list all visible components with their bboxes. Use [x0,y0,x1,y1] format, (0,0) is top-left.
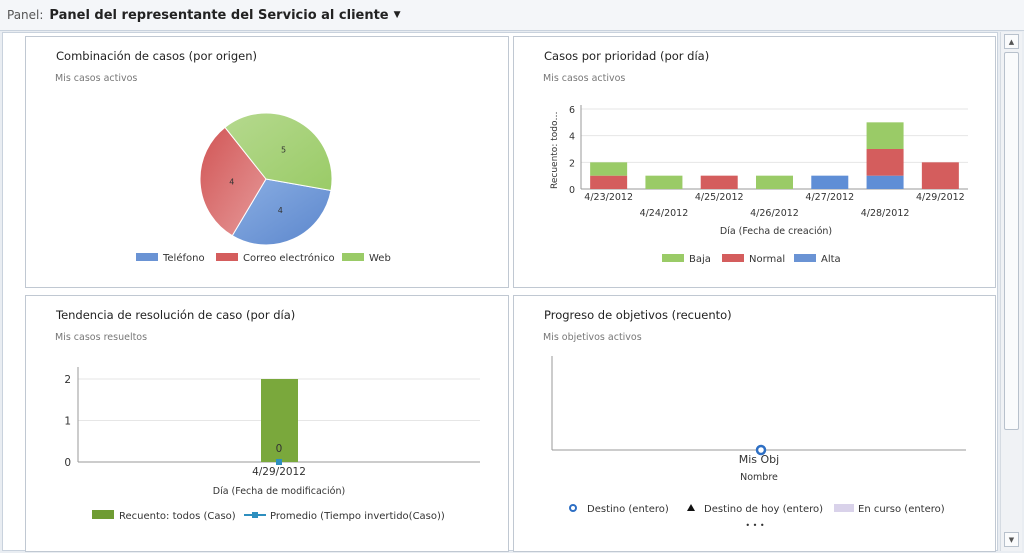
y-tick-label: 0 [64,457,71,469]
x-axis-label: Día (Fecha de modificación) [213,486,345,497]
x-tick-label: 4/29/2012 [252,466,306,478]
panel-title: Combinación de casos (por origen) [56,49,257,63]
legend-swatch-baja [662,254,684,262]
panel-cases-priority: Casos por prioridad (por día) Mis casos … [513,36,996,288]
legend-label-phone: Teléfono [162,252,205,264]
legend-label-email: Correo electrónico [243,252,335,264]
legend-label-average: Promedio (Tiempo invertido(Caso)) [270,511,445,522]
pie-slice-web[interactable] [224,112,333,192]
chevron-down-icon[interactable]: ▼ [393,10,401,20]
legend-more-indicator[interactable]: • • • [745,521,764,530]
panel-subtitle: Mis casos activos [55,73,138,84]
pie-data-label: 4 [278,206,283,215]
dashboard-selector[interactable]: Panel del representante del Servicio al … [49,7,389,23]
priority-legend: Baja Normal Alta [662,254,841,265]
resolution-chart: 0 1 2 0 4/29/2012 Día (Fecha de modificació… [64,367,480,522]
average-data-label: 0 [276,443,283,455]
panel-title: Progreso de objetivos (recuento) [544,308,732,322]
panel-goal-progress: Progreso de objetivos (recuento) Mis obj… [513,295,996,552]
pie-data-label: 5 [281,146,286,155]
legend-label-count: Recuento: todos (Caso) [119,511,236,522]
x-tick-label: 4/28/2012 [861,208,910,219]
x-tick-label: 4/25/2012 [695,192,744,203]
goal-chart: Mis Obj Nombre Destino (entero) Destino … [551,356,966,530]
dashboard-content: Combinación de casos (por origen) Mis ca… [2,32,998,552]
legend-label-today: Destino de hoy (entero) [704,504,823,515]
bar-segment-baja[interactable] [590,162,628,176]
legend-label-normal: Normal [749,254,785,265]
average-marker[interactable] [276,459,282,465]
legend-swatch-web [342,253,364,261]
panel-subtitle: Mis objetivos activos [543,332,642,343]
legend-swatch-progress [834,504,854,512]
bar-count[interactable] [261,379,298,462]
y-tick-label: 4 [569,132,575,143]
panel-subtitle: Mis casos activos [543,73,626,84]
x-tick-label: 4/26/2012 [750,208,799,219]
bar-segment-baja[interactable] [756,175,793,189]
legend-swatch-normal [722,254,744,262]
panel-case-origin: Combinación de casos (por origen) Mis ca… [25,36,509,288]
bar-segment-normal[interactable] [921,162,959,189]
x-tick-label: 4/24/2012 [640,208,689,219]
panel-resolution-trend: Tendencia de resolución de caso (por día… [25,295,509,552]
legend-label-baja: Baja [689,254,711,265]
pie-data-label: 4 [229,177,234,186]
vertical-scrollbar[interactable]: ▲ ▼ [1000,32,1022,551]
dashboard-header: Panel: Panel del representante del Servi… [0,0,1024,31]
bar-segment-alta[interactable] [811,175,849,189]
x-tick-label: 4/23/2012 [584,192,633,203]
goal-legend: Destino (entero) Destino de hoy (entero)… [569,504,945,530]
bar-segment-normal[interactable] [590,175,628,189]
pie-slice-phone[interactable] [231,178,332,246]
priority-bar-chart: Recuento: todo… 0 2 4 6 4/23/2012 4/24/2012 4… [550,105,968,265]
scroll-up-button[interactable]: ▲ [1004,34,1019,49]
legend-marker-target [569,504,577,512]
bar-segment-normal[interactable] [700,175,738,189]
bar-segment-normal[interactable] [866,149,904,176]
pie-chart: 4 4 5 Teléfono Correo electrónico Web [136,112,391,264]
legend-label-target: Destino (entero) [587,504,669,515]
x-axis-label: Día (Fecha de creación) [720,226,832,237]
y-tick-label: 6 [569,105,575,116]
pie-legend: Teléfono Correo electrónico Web [136,252,391,264]
y-tick-label: 2 [64,374,71,386]
legend-label-web: Web [369,253,391,264]
y-tick-label: 0 [569,185,575,196]
y-tick-label: 1 [64,416,71,428]
panel-subtitle: Mis casos resueltos [55,332,148,343]
panel-title: Tendencia de resolución de caso (por día… [56,308,296,322]
x-tick-label: Mis Obj [739,453,779,466]
bar-segment-baja[interactable] [645,175,683,189]
legend-swatch-alta [794,254,816,262]
y-axis-label: Recuento: todo… [550,112,560,189]
legend-swatch-email [216,253,238,261]
bar-segment-baja[interactable] [866,122,904,149]
scroll-down-button[interactable]: ▼ [1004,532,1019,547]
panel-title: Casos por prioridad (por día) [544,49,710,63]
resolution-legend: Recuento: todos (Caso) Promedio (Tiempo … [92,510,445,522]
legend-swatch-phone [136,253,158,261]
legend-label-alta: Alta [821,254,841,265]
legend-marker-average [252,512,258,518]
legend-swatch-count [92,510,114,519]
x-tick-label: 4/27/2012 [805,192,854,203]
legend-label-progress: En curso (entero) [858,504,945,515]
dashboard-label: Panel: [7,8,44,22]
x-tick-label: 4/29/2012 [916,192,965,203]
goal-target-point[interactable] [755,444,767,456]
scroll-thumb[interactable] [1004,52,1019,430]
x-axis-label: Nombre [740,472,778,483]
bar-segment-alta[interactable] [866,175,904,189]
legend-marker-today [687,504,695,511]
y-tick-label: 2 [569,158,575,169]
pie-slice-email[interactable] [199,126,267,237]
